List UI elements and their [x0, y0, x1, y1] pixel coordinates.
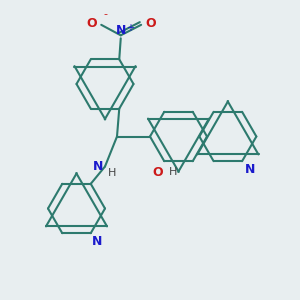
Text: H: H [169, 167, 177, 177]
Text: O: O [86, 17, 97, 30]
Text: O: O [152, 166, 163, 179]
Text: N: N [244, 163, 255, 176]
Text: H: H [108, 168, 116, 178]
Text: -: - [104, 9, 108, 20]
Text: N: N [116, 24, 126, 37]
Text: O: O [146, 17, 156, 30]
Text: N: N [93, 160, 104, 173]
Text: N: N [92, 235, 103, 248]
Text: +: + [126, 23, 134, 33]
